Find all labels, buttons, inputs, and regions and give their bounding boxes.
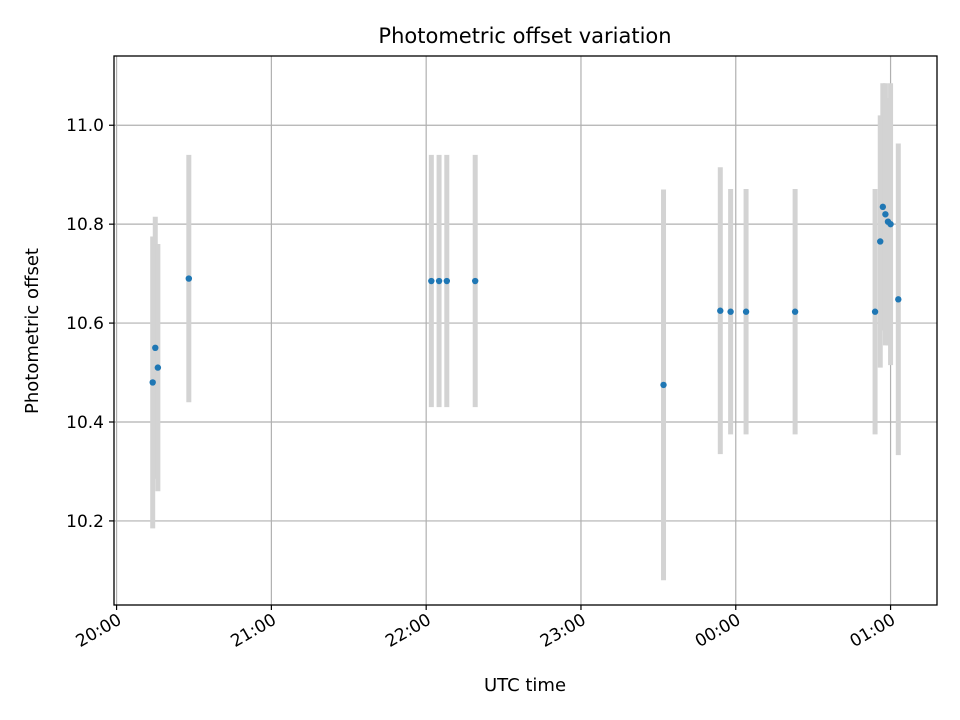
data-point [428, 277, 435, 285]
data-point [471, 277, 479, 285]
data-point [882, 211, 889, 218]
data-point [871, 308, 879, 315]
x-tick-label: 00:00 [692, 610, 744, 652]
y-tick-label: 10.6 [66, 314, 104, 334]
x-tick-label: 20:00 [73, 610, 125, 652]
y-axis-label: Photometric offset [22, 248, 43, 414]
data-point [443, 277, 451, 285]
data-point [435, 277, 443, 285]
y-tick-label: 10.4 [66, 413, 104, 433]
data-point [660, 381, 667, 389]
x-tick-label: 22:00 [382, 610, 434, 652]
data-point [887, 220, 894, 228]
grid-lines [114, 56, 937, 605]
data-point [154, 364, 162, 371]
x-tick-label: 23:00 [537, 610, 589, 652]
error-bars [150, 83, 901, 581]
y-axis-ticks: 10.2 10.4 10.6 10.8 11.0 [66, 116, 114, 532]
chart-title: Photometric offset variation [378, 24, 671, 48]
data-point [185, 275, 193, 282]
y-tick-label: 10.2 [66, 512, 104, 532]
data-point [742, 308, 750, 315]
data-points [149, 203, 902, 389]
data-point [879, 203, 887, 211]
x-tick-label: 01:00 [847, 610, 899, 652]
data-point [727, 308, 734, 315]
x-axis-label: UTC time [484, 675, 566, 696]
data-point [877, 238, 884, 245]
data-point [149, 379, 156, 386]
data-point [717, 307, 724, 314]
y-tick-label: 11.0 [66, 116, 104, 136]
x-axis-ticks: 20:00 21:00 22:00 23:00 00:00 01:00 [73, 605, 899, 652]
x-tick-label: 21:00 [227, 610, 279, 652]
data-point [791, 308, 799, 315]
y-tick-label: 10.8 [66, 215, 104, 235]
plot-frame [113, 55, 938, 606]
data-point [152, 344, 159, 352]
data-point [895, 296, 902, 303]
